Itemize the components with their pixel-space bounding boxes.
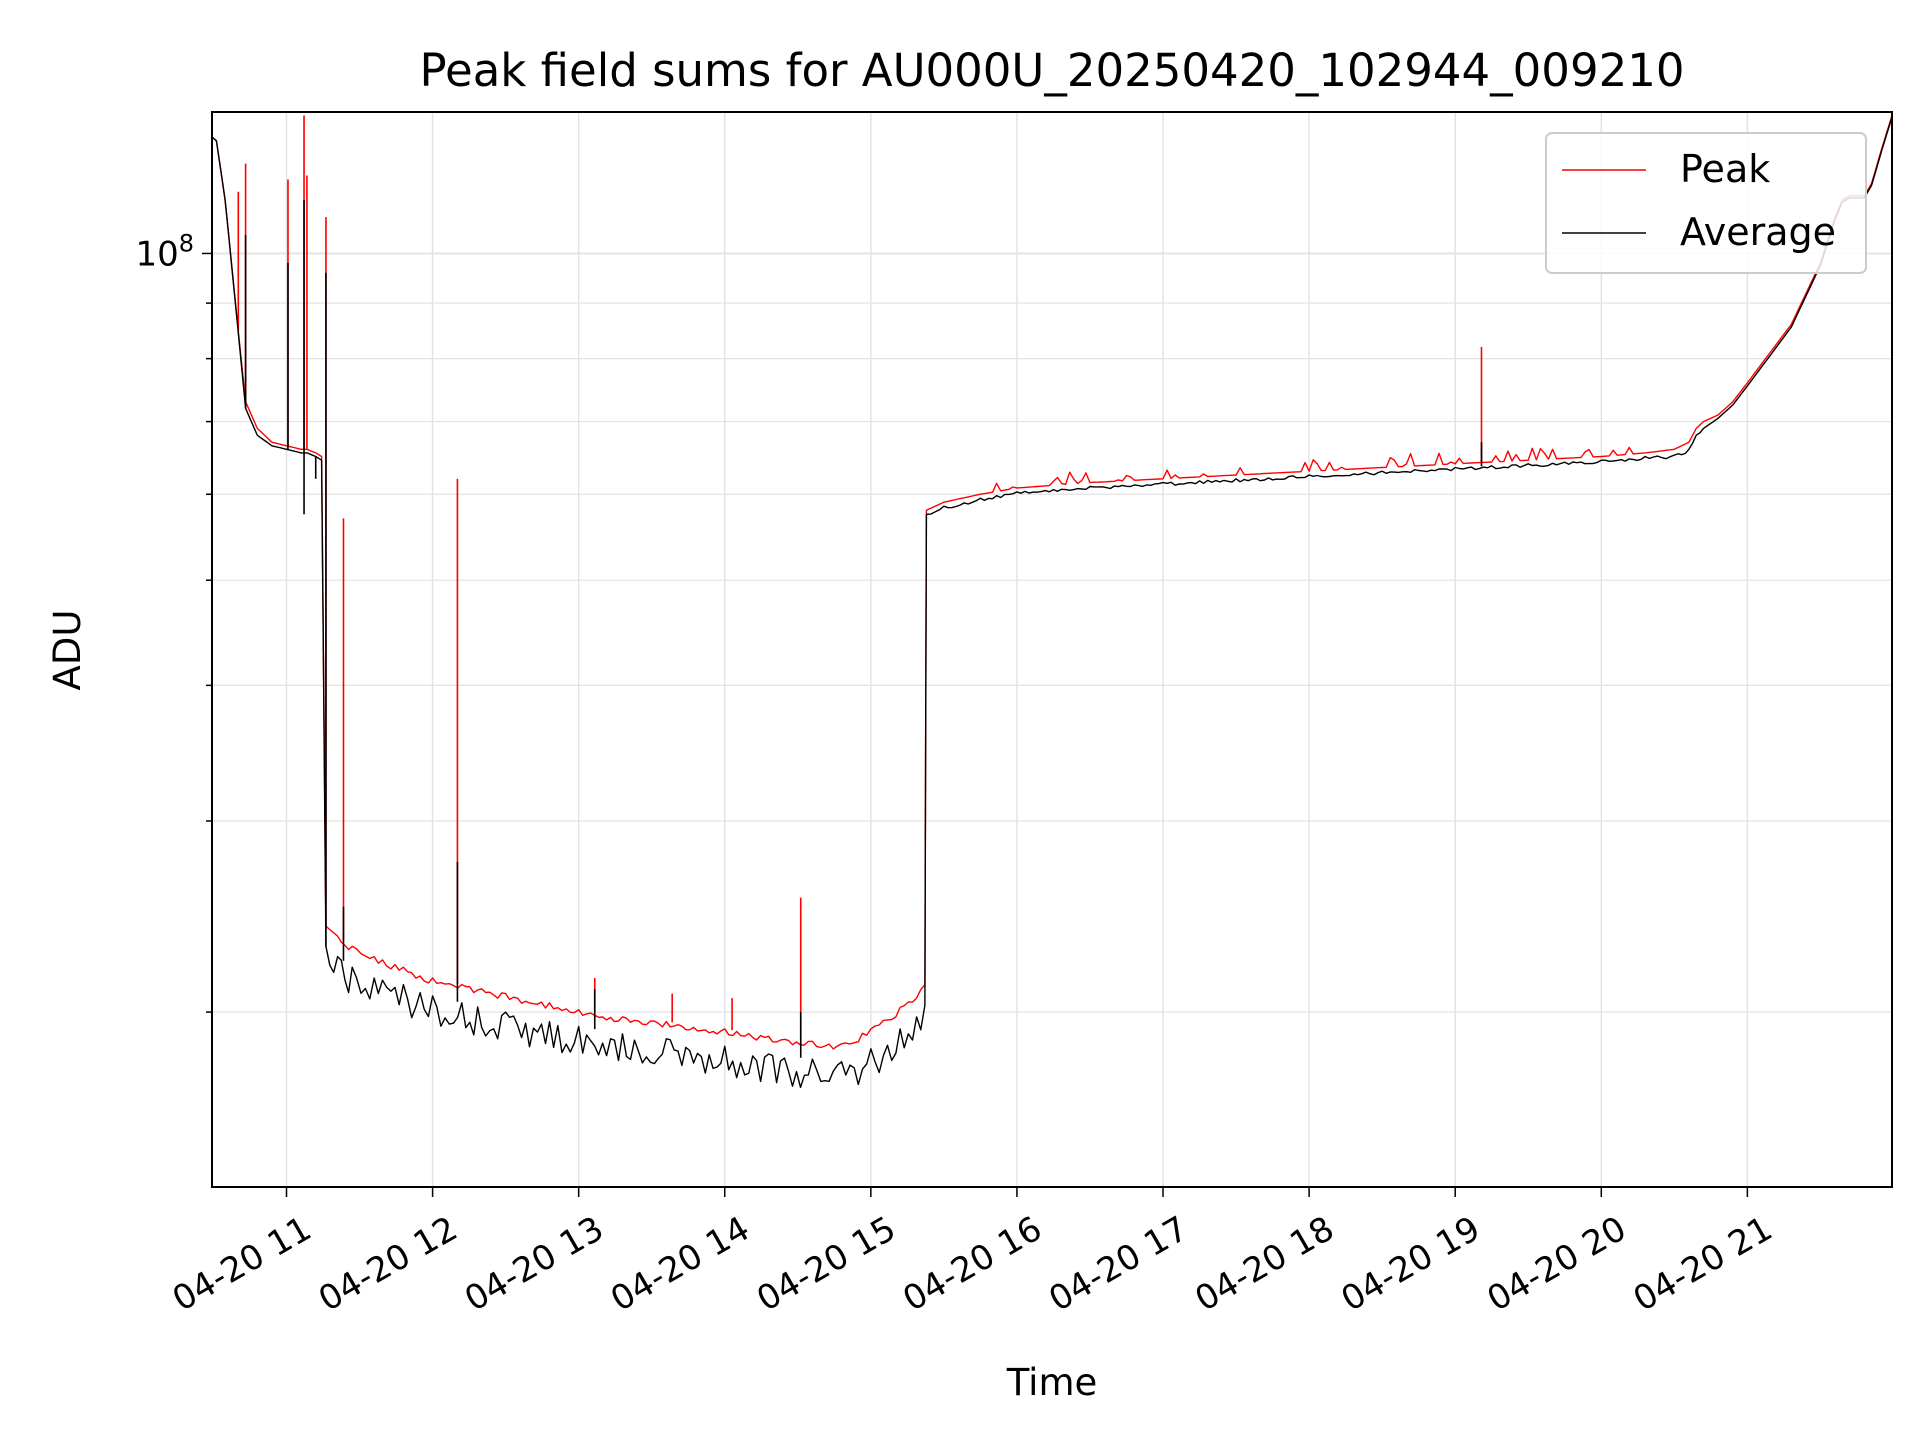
series-line-peak: [211, 115, 1893, 1050]
y-axis-label: ADU: [46, 610, 89, 691]
legend: Peak Average: [1545, 132, 1867, 274]
series-line-average: [211, 117, 1893, 1089]
legend-label-peak: Peak: [1680, 147, 1770, 191]
legend-box: [1545, 132, 1867, 274]
x-axis-label: Time: [1006, 1361, 1098, 1404]
legend-label-average: Average: [1680, 210, 1836, 254]
y-tick-label: 108: [135, 229, 194, 274]
gridlines: [212, 112, 1892, 1187]
series-layer: [211, 115, 1893, 1089]
chart-title: Peak field sums for AU000U_20250420_1029…: [420, 44, 1685, 97]
plot-frame: [211, 111, 1893, 1188]
plot-area: [212, 112, 1892, 1187]
